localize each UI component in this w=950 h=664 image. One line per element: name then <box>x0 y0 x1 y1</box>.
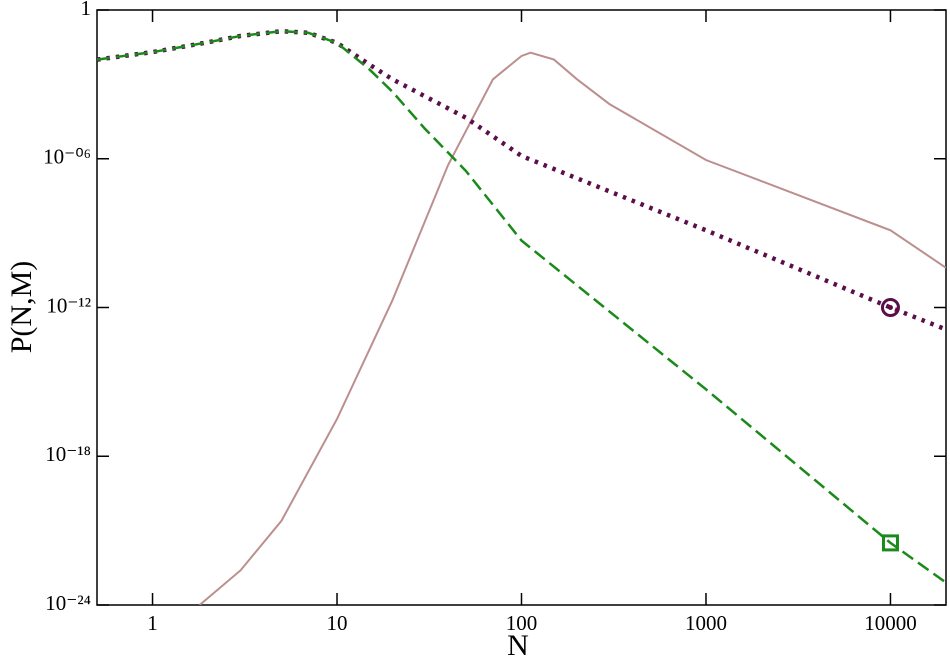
y-tick-label: 10⁻¹² <box>46 293 91 317</box>
x-tick-label: 1 <box>147 611 158 635</box>
x-tick-label: 1000 <box>685 611 727 635</box>
plot-area <box>97 28 946 605</box>
y-tick-label: 10⁻⁰⁶ <box>43 145 91 169</box>
y-tick-label: 1 <box>81 0 92 20</box>
y-tick-label: 10⁻²⁴ <box>45 591 91 615</box>
series-line <box>198 51 946 605</box>
marker-circle <box>880 298 900 317</box>
series-line <box>97 28 946 332</box>
x-tick-label: 10000 <box>864 611 917 635</box>
marker-square <box>881 534 899 552</box>
x-tick-label: 100 <box>506 611 538 635</box>
y-tick-label: 10⁻¹⁸ <box>45 442 91 466</box>
x-tick-label: 10 <box>327 611 348 635</box>
x-axis-label: N <box>507 629 529 662</box>
series-line <box>97 29 946 584</box>
marker-dot <box>887 305 893 310</box>
y-axis-label: P(N,M) <box>5 261 38 354</box>
plot-frame <box>96 9 947 606</box>
